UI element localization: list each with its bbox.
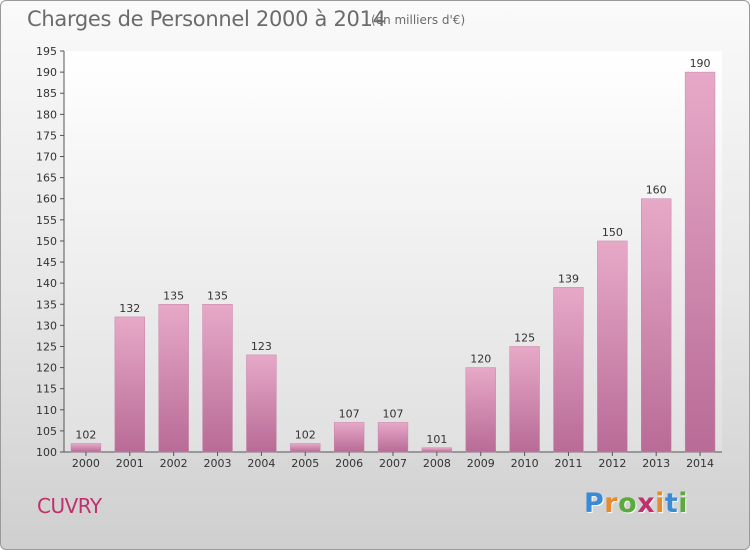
bar-value-label: 102 bbox=[295, 429, 316, 442]
bar-2005 bbox=[290, 443, 321, 453]
x-tick-label: 2005 bbox=[291, 457, 319, 470]
bar-2011 bbox=[553, 287, 584, 453]
y-tick-label: 115 bbox=[36, 383, 57, 396]
bar-2004 bbox=[246, 354, 277, 453]
y-tick-label: 105 bbox=[36, 425, 57, 438]
bar-2010 bbox=[509, 346, 540, 453]
bar-value-label: 150 bbox=[602, 226, 623, 239]
bar-2001 bbox=[114, 316, 145, 453]
bar-2008 bbox=[421, 447, 453, 453]
x-tick-label: 2010 bbox=[511, 457, 539, 470]
bar-2006 bbox=[333, 422, 365, 453]
bar-value-label: 123 bbox=[251, 340, 272, 353]
x-tick-label: 2003 bbox=[204, 457, 232, 470]
x-tick-label: 2011 bbox=[554, 457, 582, 470]
x-tick-label: 2001 bbox=[116, 457, 144, 470]
x-tick-label: 2004 bbox=[247, 457, 275, 470]
y-tick-label: 185 bbox=[36, 87, 57, 100]
bar-value-label: 160 bbox=[646, 184, 667, 197]
x-tick-label: 2012 bbox=[598, 457, 626, 470]
x-tick-label: 2002 bbox=[160, 457, 188, 470]
logo-letter: t bbox=[664, 488, 679, 519]
logo-letter: i bbox=[678, 488, 689, 519]
bar-value-label: 190 bbox=[690, 57, 711, 70]
bar-2000 bbox=[70, 443, 102, 453]
y-tick-label: 125 bbox=[36, 340, 57, 353]
bar-value-label: 102 bbox=[75, 429, 96, 442]
bar-value-label: 135 bbox=[207, 289, 228, 302]
y-tick-label: 155 bbox=[36, 214, 57, 227]
bar-value-label: 107 bbox=[339, 407, 360, 420]
bar-value-label: 139 bbox=[558, 272, 579, 285]
bar-2007 bbox=[377, 422, 409, 453]
x-tick-label: 2008 bbox=[423, 457, 451, 470]
y-tick-label: 140 bbox=[36, 277, 57, 290]
bar-2012 bbox=[597, 240, 628, 453]
y-tick-label: 120 bbox=[36, 362, 57, 375]
chart-title: Charges de Personnel 2000 à 2014 bbox=[27, 7, 386, 31]
y-tick-label: 190 bbox=[36, 66, 57, 79]
y-tick-label: 180 bbox=[36, 108, 57, 121]
bar-2003 bbox=[202, 304, 233, 453]
y-tick-label: 175 bbox=[36, 129, 57, 142]
y-tick-label: 150 bbox=[36, 235, 57, 248]
bar-2014 bbox=[684, 71, 716, 453]
logo-letter: o bbox=[618, 488, 638, 519]
y-tick-label: 195 bbox=[36, 45, 57, 58]
bar-2002 bbox=[158, 304, 189, 453]
y-tick-label: 130 bbox=[36, 319, 57, 332]
bar-2009 bbox=[465, 367, 496, 453]
x-tick-label: 2000 bbox=[72, 457, 100, 470]
chart-unit: (en milliers d'€) bbox=[371, 13, 466, 27]
logo-letter: r bbox=[604, 488, 619, 519]
bar-value-label: 125 bbox=[514, 331, 535, 344]
x-tick-label: 2009 bbox=[467, 457, 495, 470]
bar-2013 bbox=[641, 198, 672, 453]
logo-letter: i bbox=[655, 488, 665, 519]
commune-name: CUVRY bbox=[37, 494, 102, 518]
logo-letter: P bbox=[584, 488, 605, 519]
y-tick-label: 100 bbox=[36, 446, 57, 459]
y-tick-label: 135 bbox=[36, 298, 57, 311]
bar-value-label: 101 bbox=[426, 433, 447, 446]
bar-value-label: 132 bbox=[119, 302, 140, 315]
bar-value-label: 107 bbox=[383, 407, 404, 420]
bar-value-label: 120 bbox=[470, 353, 491, 366]
logo-letter: x bbox=[637, 488, 656, 519]
y-tick-label: 160 bbox=[36, 193, 57, 206]
y-tick-label: 110 bbox=[36, 404, 57, 417]
y-tick-label: 145 bbox=[36, 256, 57, 269]
y-tick-label: 170 bbox=[36, 151, 57, 164]
x-tick-label: 2013 bbox=[642, 457, 670, 470]
bar-value-label: 135 bbox=[163, 289, 184, 302]
x-tick-label: 2014 bbox=[686, 457, 714, 470]
x-tick-label: 2006 bbox=[335, 457, 363, 470]
y-tick-label: 165 bbox=[36, 172, 57, 185]
proxiti-logo[interactable]: Proxiti bbox=[584, 488, 688, 519]
x-tick-label: 2007 bbox=[379, 457, 407, 470]
